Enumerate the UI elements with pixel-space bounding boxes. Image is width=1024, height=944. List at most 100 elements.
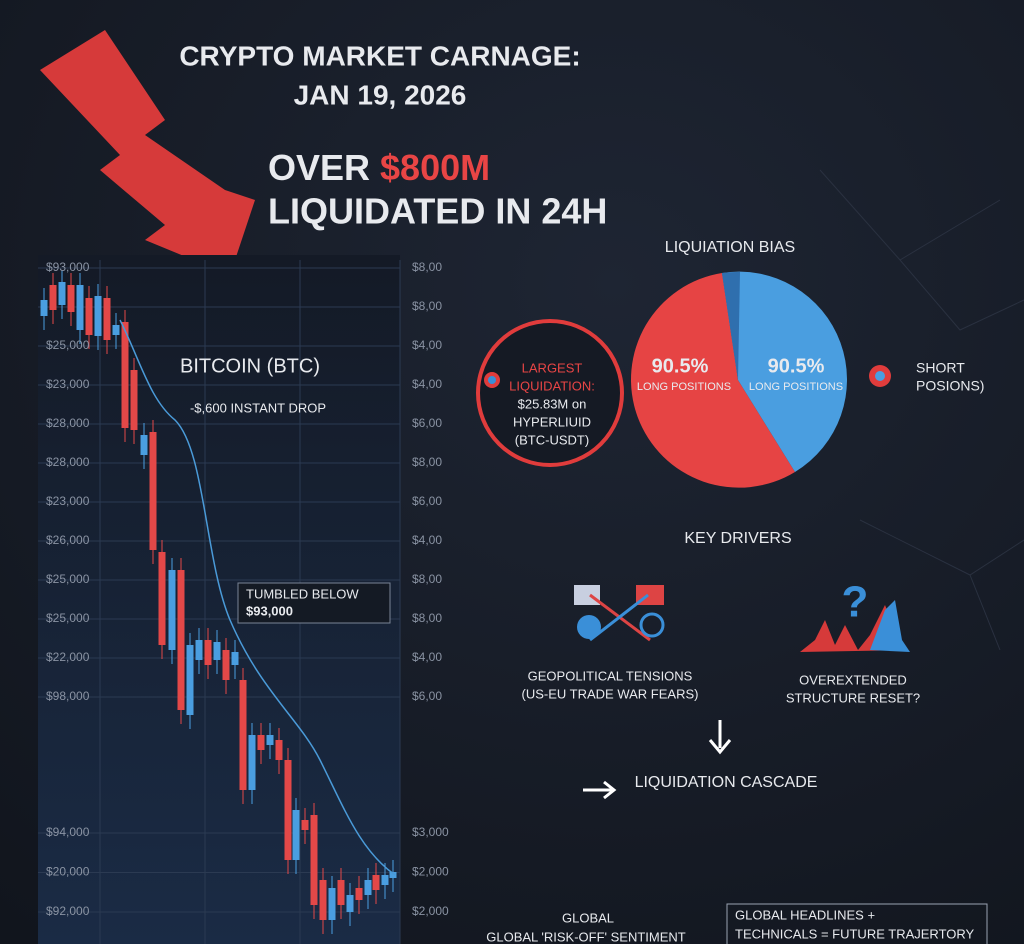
candle-body (177, 570, 185, 710)
footer-text: GLOBAL HEADLINES + (735, 907, 875, 922)
candle-body (310, 815, 318, 905)
trend-line (119, 319, 396, 876)
driver-label: GEOPOLITICAL TENSIONS (528, 668, 693, 683)
left-axis-label: $98,000 (46, 689, 90, 703)
candle-body (204, 640, 212, 665)
drop-note: -$,600 INSTANT DROP (190, 400, 326, 415)
title: CRYPTO MARKET CARNAGE: (179, 40, 580, 71)
candle-body (195, 640, 203, 660)
headline-amount: $800M (380, 147, 490, 188)
pie-label: LONG POSITIONS (749, 381, 843, 393)
driver-label: STRUCTURE RESET? (786, 690, 920, 705)
candle-body (284, 760, 292, 860)
largest-label: LIQUIDATION: (509, 378, 595, 393)
candle-body (103, 298, 111, 340)
largest-label: LARGEST (522, 360, 583, 375)
footer-text: GLOBAL (562, 910, 614, 925)
footer-text: TECHNICALS = FUTURE TRAJERTORY (735, 926, 975, 941)
short-label: POSIONS) (916, 378, 984, 394)
largest-label: $25.83M on (518, 396, 587, 411)
right-axis-label: $4,00 (412, 377, 442, 391)
candle-body (140, 435, 148, 455)
candle-body (292, 810, 300, 860)
left-axis-label: $93,000 (46, 260, 90, 274)
candle-body (213, 642, 221, 660)
down-arrow (40, 30, 255, 275)
headline-prefix: OVER (268, 147, 380, 188)
candle-body (186, 645, 194, 715)
geo-icons (574, 585, 665, 642)
headline: OVER $800M (268, 147, 490, 188)
left-axis-label: $22,000 (46, 650, 90, 664)
candle-body (381, 875, 389, 885)
footer-box (726, 903, 988, 944)
right-axis-label: $8,00 (412, 260, 442, 274)
cascade: LIQUIDATION CASCADE (635, 774, 818, 791)
arrow-right (583, 780, 617, 800)
right-axis-label: $2,000 (412, 904, 449, 918)
right-axis-label: $8,00 (412, 572, 442, 586)
right-axis-label: $8,00 (412, 299, 442, 313)
short-label: SHORT (916, 360, 965, 376)
candle-body (328, 888, 336, 920)
pie-long (630, 273, 795, 488)
arrow-down (708, 720, 732, 755)
candle-body (364, 880, 372, 895)
bias-title: LIQUIATION BIAS (665, 239, 795, 256)
callout: $93,000 (246, 603, 293, 618)
largest-circle (476, 319, 624, 467)
left-axis-label: $25,000 (46, 572, 90, 586)
network-decor (819, 169, 1024, 651)
pie-label: 90.5% (652, 355, 709, 377)
candle-body (158, 552, 166, 645)
right-axis-label: $6,00 (412, 689, 442, 703)
title: JAN 19, 2026 (294, 79, 467, 110)
right-axis-label: $8,00 (412, 611, 442, 625)
candle-body (266, 735, 274, 745)
icon (875, 371, 885, 381)
candle-body (49, 285, 57, 310)
right-axis-label: $8,00 (412, 455, 442, 469)
candle-body (301, 820, 309, 830)
candle-body (355, 888, 363, 900)
largest-label: HYPERLIUID (513, 414, 591, 429)
right-axis-label: $6,00 (412, 494, 442, 508)
candle-body (149, 432, 157, 550)
left-axis-label: $23,000 (46, 377, 90, 391)
candle-body (67, 285, 75, 312)
candle-body (222, 650, 230, 680)
candle-body (40, 300, 48, 316)
candle-body (121, 322, 129, 428)
volatility-icon: ? (800, 578, 910, 652)
left-axis-label: $92,000 (46, 904, 90, 918)
candle-body (372, 875, 380, 890)
driver-label: (US-EU TRADE WAR FEARS) (522, 686, 699, 701)
callout: TUMBLED BELOW (246, 586, 359, 601)
pie-sliver (722, 271, 740, 380)
footer-text: GLOBAL 'RISK-OFF' SENTIMENT (486, 929, 686, 944)
candle-body (58, 282, 66, 305)
candle-body (76, 285, 84, 330)
left-axis-label: $25,000 (46, 338, 90, 352)
candle-body (337, 880, 345, 905)
left-axis-label: $26,000 (46, 533, 90, 547)
candle-body (168, 570, 176, 650)
right-axis-label: $4,00 (412, 338, 442, 352)
candle-body (346, 895, 354, 912)
candle-body (257, 735, 265, 750)
right-axis-label: $4,00 (412, 533, 442, 547)
candle-body (94, 296, 102, 336)
drivers-title: KEY DRIVERS (684, 530, 791, 547)
left-axis-label: $28,000 (46, 416, 90, 430)
candle-body (85, 298, 93, 335)
candle-body (239, 680, 247, 790)
candle-body (130, 370, 138, 430)
candle-body (231, 652, 239, 665)
driver-label: OVEREXTENDED (799, 672, 907, 687)
candle-body (112, 325, 120, 335)
pie-label: 90.5% (768, 355, 825, 377)
right-axis-label: $4,00 (412, 650, 442, 664)
right-axis-label: $6,00 (412, 416, 442, 430)
svg-text:?: ? (842, 578, 869, 627)
